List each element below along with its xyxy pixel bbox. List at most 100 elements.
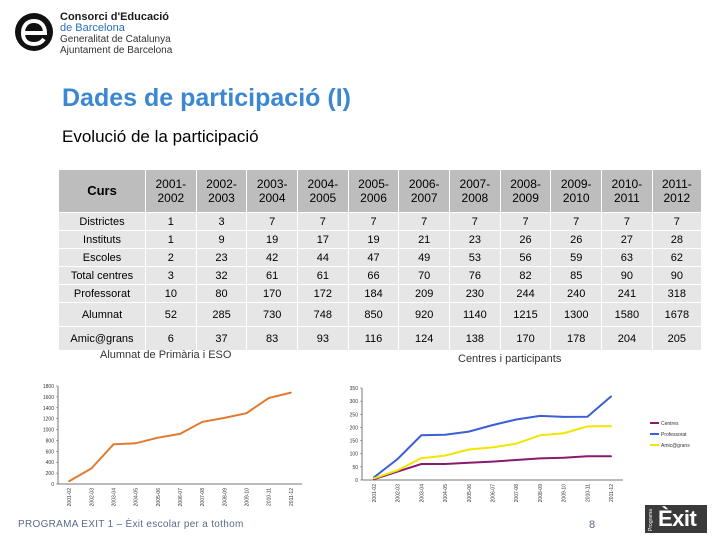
y-tick-label: 300 bbox=[350, 399, 359, 405]
table-cell: 23 bbox=[195, 248, 248, 267]
table-cell: 9 bbox=[195, 230, 248, 249]
x-tick-label: 2001-02 bbox=[372, 484, 378, 503]
table-cell: 285 bbox=[195, 302, 248, 327]
year-header: 2004- 2005 bbox=[297, 169, 349, 213]
table-cell: 80 bbox=[195, 284, 248, 303]
table-cell: 205 bbox=[651, 326, 703, 351]
table-cell: 240 bbox=[550, 284, 603, 303]
table-cell: 7 bbox=[398, 212, 451, 231]
slide-title: Dades de participació (I) bbox=[62, 84, 351, 112]
data-point bbox=[491, 446, 494, 449]
data-point bbox=[396, 469, 399, 472]
data-point bbox=[515, 418, 518, 421]
table-cell: 28 bbox=[651, 230, 703, 249]
data-point bbox=[562, 432, 565, 435]
x-tick-label: 2005-06 bbox=[467, 484, 473, 503]
table-cell: 61 bbox=[246, 266, 299, 285]
y-tick-label: 200 bbox=[46, 471, 55, 477]
year-end: 2004 bbox=[258, 191, 286, 205]
table-cell: 85 bbox=[550, 266, 603, 285]
table-cell: 56 bbox=[499, 248, 552, 267]
table-row: Escoles 2 23 42 44 47 49 53 56 59 63 62 bbox=[58, 248, 703, 267]
year-start: 2002- bbox=[206, 177, 237, 191]
table-cell: 204 bbox=[601, 326, 653, 351]
year-end: 2007 bbox=[410, 191, 438, 205]
table-cell: 47 bbox=[347, 248, 400, 267]
table-cell: 7 bbox=[601, 212, 653, 231]
data-point bbox=[290, 391, 292, 394]
year-start: 2001- bbox=[155, 177, 187, 191]
table-row: Total centres 3 32 61 61 66 70 76 82 85 90 90 bbox=[58, 266, 703, 285]
year-end: 2011 bbox=[613, 191, 640, 205]
data-point bbox=[373, 477, 375, 480]
x-tick-label: 2005-06 bbox=[156, 488, 162, 507]
data-point bbox=[586, 415, 589, 418]
table-cell: 76 bbox=[449, 266, 501, 285]
y-tick-label: 1600 bbox=[43, 395, 54, 401]
consorci-logo-icon bbox=[15, 13, 53, 51]
row-label: Alumnat bbox=[58, 302, 146, 327]
table-row: Amic@grans 6 37 83 93 116 124 138 170 178 204 205 bbox=[58, 326, 703, 351]
y-tick-label: 200 bbox=[350, 425, 359, 431]
row-label: Amic@grans bbox=[58, 326, 146, 351]
row-label: Professorat bbox=[58, 284, 146, 303]
x-tick-label: 2003-04 bbox=[111, 488, 117, 507]
y-tick-label: 1800 bbox=[43, 384, 54, 390]
table-cell: 7 bbox=[550, 212, 603, 231]
chart-title-centres: Centres i participants bbox=[458, 353, 562, 365]
data-point bbox=[112, 443, 115, 446]
table-cell: 7 bbox=[297, 212, 349, 231]
table-cell: 53 bbox=[449, 248, 501, 267]
x-tick-label: 2004-05 bbox=[134, 488, 140, 507]
data-point bbox=[491, 460, 494, 463]
x-tick-label: 2009-10 bbox=[562, 484, 568, 503]
org-line-4: Ajuntament de Barcelona bbox=[60, 45, 173, 56]
table-cell: 124 bbox=[398, 326, 451, 351]
y-tick-label: 600 bbox=[46, 449, 55, 455]
year-header: 2009- 2010 bbox=[550, 169, 603, 213]
table-cell: 920 bbox=[398, 302, 451, 327]
x-tick-label: 2008-09 bbox=[538, 484, 544, 503]
data-point bbox=[420, 463, 423, 465]
data-point bbox=[444, 433, 446, 436]
table-cell: 37 bbox=[195, 326, 248, 351]
table-cell: 63 bbox=[601, 248, 653, 267]
table-cell: 2 bbox=[145, 248, 197, 267]
row-label: Total centres bbox=[58, 266, 146, 285]
year-header: 2007- 2008 bbox=[449, 169, 501, 213]
org-line-1: Consorci d'Educació bbox=[60, 11, 169, 23]
table-cell: 7 bbox=[347, 212, 400, 231]
y-tick-label: 400 bbox=[46, 460, 55, 466]
data-point bbox=[267, 397, 270, 399]
year-end: 2006 bbox=[360, 191, 387, 205]
y-tick-label: 350 bbox=[350, 386, 359, 392]
series-line bbox=[68, 391, 292, 483]
legend-label: Amic@grans bbox=[661, 443, 690, 449]
x-tick-label: 2007-08 bbox=[200, 488, 206, 507]
data-point bbox=[562, 456, 565, 459]
year-start: 2008- bbox=[510, 177, 541, 191]
data-point bbox=[68, 480, 70, 483]
x-tick-label: 2003-04 bbox=[419, 484, 425, 503]
x-tick-label: 2002-03 bbox=[396, 484, 402, 503]
y-tick-label: 1400 bbox=[43, 406, 54, 412]
year-header: 2002- 2003 bbox=[195, 169, 248, 213]
footer-program: PROGRAMA EXIT 1 – Èxit escolar per a tot… bbox=[18, 519, 244, 530]
table-cell: 93 bbox=[297, 326, 349, 351]
year-end: 2002 bbox=[157, 191, 185, 205]
table-cell: 1140 bbox=[449, 302, 501, 327]
table-cell: 7 bbox=[449, 212, 501, 231]
year-end: 2012 bbox=[663, 191, 691, 205]
data-point bbox=[467, 430, 470, 433]
year-header: 2005- 2006 bbox=[347, 169, 400, 213]
data-point bbox=[444, 454, 446, 457]
data-point bbox=[179, 433, 181, 435]
table-cell: 178 bbox=[550, 326, 603, 351]
participation-table: Curs 2001- 2002 2002- 2003 2003- 2004 2004- 200… bbox=[58, 169, 703, 351]
x-tick-label: 2009-10 bbox=[245, 488, 251, 507]
x-tick-label: 2008-09 bbox=[222, 488, 228, 507]
data-point bbox=[586, 425, 589, 428]
table-cell: 90 bbox=[651, 266, 703, 285]
series-line bbox=[373, 455, 612, 481]
year-end: 2010 bbox=[562, 191, 590, 205]
